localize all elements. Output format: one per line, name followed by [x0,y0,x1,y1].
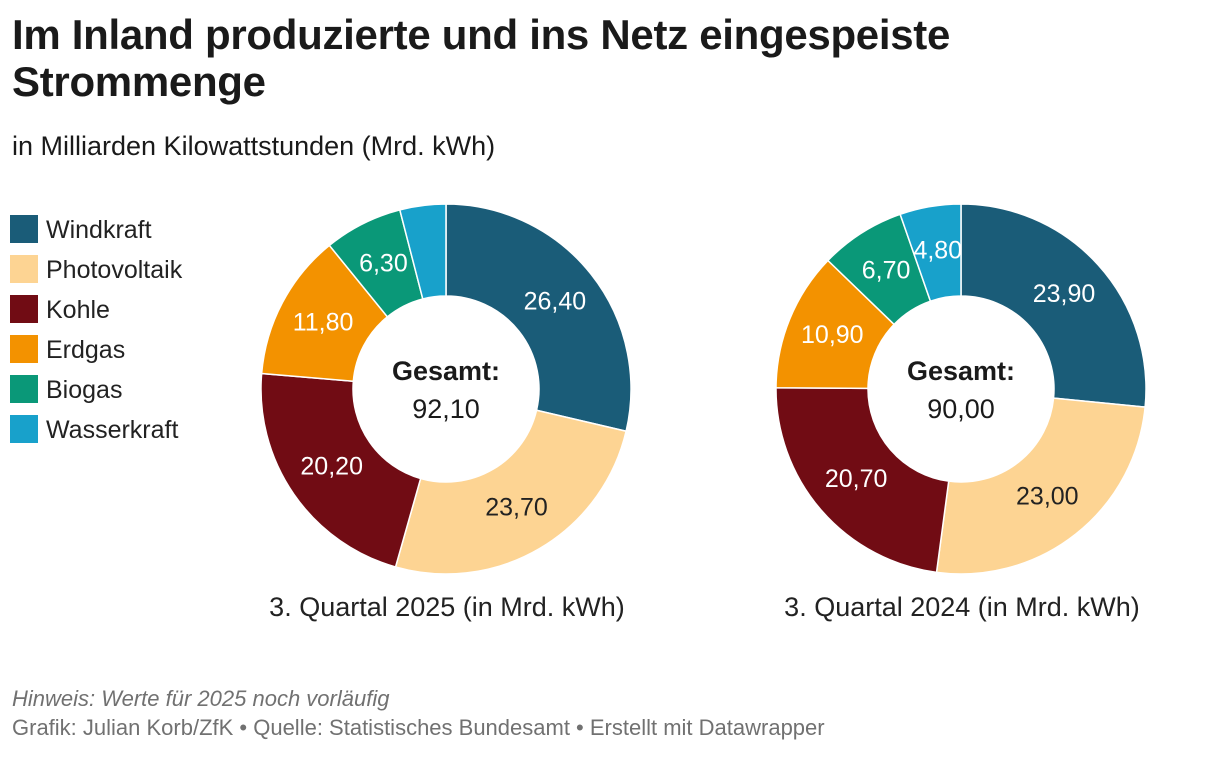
svg-text:10,90: 10,90 [801,321,864,349]
svg-text:90,00: 90,00 [927,394,995,424]
svg-text:92,10: 92,10 [412,394,480,424]
svg-text:20,20: 20,20 [300,453,363,481]
svg-text:23,00: 23,00 [1016,483,1079,511]
svg-text:11,80: 11,80 [293,309,354,337]
svg-text:23,90: 23,90 [1033,280,1096,308]
svg-text:6,70: 6,70 [862,257,911,285]
svg-text:6,30: 6,30 [359,250,408,278]
svg-text:20,70: 20,70 [825,465,888,493]
svg-text:Gesamt:: Gesamt: [907,356,1015,386]
svg-text:23,70: 23,70 [485,493,548,521]
svg-text:Gesamt:: Gesamt: [392,356,500,386]
svg-text:26,40: 26,40 [524,287,587,315]
svg-text:4,80: 4,80 [913,237,962,265]
